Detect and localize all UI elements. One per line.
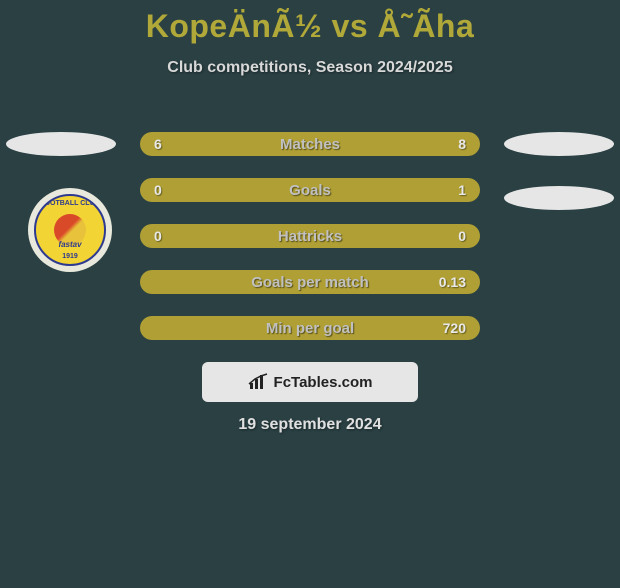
stat-left-value: 0	[154, 182, 162, 198]
bar-chart-icon	[248, 373, 270, 391]
brand-box[interactable]: FcTables.com	[202, 362, 418, 402]
stat-right-value: 8	[458, 136, 466, 152]
stat-right-value: 720	[443, 320, 466, 336]
page-title: KopeÄnÃ½ vs Å˜Ãha	[0, 8, 620, 45]
stat-right-value: 0	[458, 228, 466, 244]
date-label: 19 september 2024	[0, 416, 620, 434]
stat-row: 0 Hattricks 0	[140, 224, 480, 248]
subtitle: Club competitions, Season 2024/2025	[0, 59, 620, 77]
stat-label: Min per goal	[140, 320, 480, 337]
stat-left-value: 0	[154, 228, 162, 244]
stat-label: Goals per match	[140, 274, 480, 291]
stat-label: Hattricks	[140, 228, 480, 245]
stat-label: Goals	[140, 182, 480, 199]
club-badge-inner: FOOTBALL CLUB fastav 1919	[34, 194, 106, 266]
badge-text-bot: 1919	[36, 253, 104, 260]
badge-text-mid: fastav	[36, 240, 104, 249]
stat-row: Goals per match 0.13	[140, 270, 480, 294]
player-slot-left	[6, 132, 116, 156]
stat-right-value: 0.13	[439, 274, 466, 290]
stat-row: Min per goal 720	[140, 316, 480, 340]
badge-text-top: FOOTBALL CLUB	[36, 200, 104, 207]
stat-row: 0 Goals 1	[140, 178, 480, 202]
player-slot-right-1	[504, 132, 614, 156]
club-badge: FOOTBALL CLUB fastav 1919	[28, 188, 112, 272]
stat-row: 6 Matches 8	[140, 132, 480, 156]
player-slot-right-2	[504, 186, 614, 210]
stat-right-value: 1	[458, 182, 466, 198]
stats-container: 6 Matches 8 0 Goals 1 0 Hattricks 0 Goal…	[140, 132, 480, 340]
stat-label: Matches	[140, 136, 480, 153]
stat-left-value: 6	[154, 136, 162, 152]
brand-text: FcTables.com	[274, 374, 373, 391]
